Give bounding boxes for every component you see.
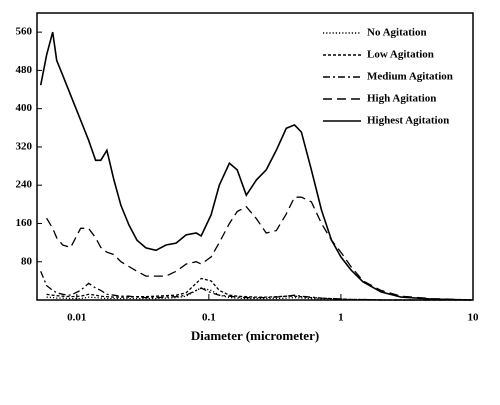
series-line <box>39 31 472 301</box>
y-tick-label: 320 <box>16 140 33 152</box>
y-tick-label: 240 <box>16 179 33 191</box>
series-line <box>46 277 472 301</box>
y-tick-label: 480 <box>16 64 33 76</box>
legend-label: No Agitation <box>367 27 427 39</box>
x-axis-label: Diameter (micrometer) <box>191 328 319 343</box>
legend-label: Medium Agitation <box>367 71 453 83</box>
y-tick-label: 160 <box>16 217 33 229</box>
series-line <box>46 196 472 301</box>
x-tick-label: 0.1 <box>202 312 216 324</box>
y-tick-label: 80 <box>21 255 33 267</box>
x-tick-label: 0.01 <box>67 312 86 324</box>
series-line <box>40 271 472 301</box>
legend-label: High Agitation <box>367 93 436 105</box>
y-tick-label: 560 <box>16 26 33 38</box>
x-tick-label: 10 <box>468 312 480 324</box>
legend-label: Highest Agitation <box>367 115 449 127</box>
series-line <box>46 287 472 301</box>
x-tick-label: 1 <box>338 312 344 324</box>
y-tick-label: 400 <box>16 102 33 114</box>
plot-frame <box>36 12 474 301</box>
legend-label: Low Agitation <box>367 49 434 61</box>
